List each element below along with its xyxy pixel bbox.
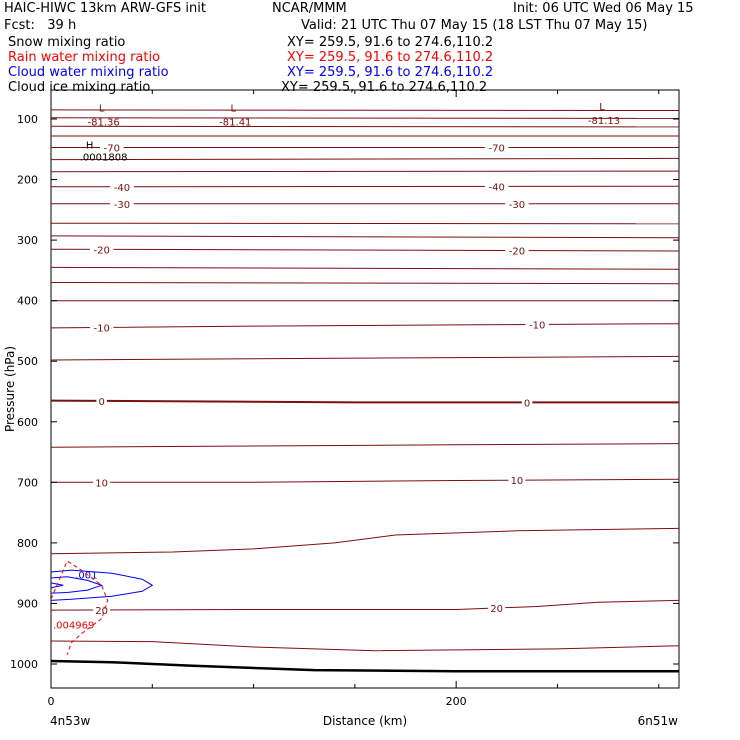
isotherm-label: -20: [93, 245, 109, 256]
plot-frame: [50, 89, 680, 689]
low-marker: L: [99, 104, 105, 115]
isotherm-line: [50, 527, 680, 555]
rain-water-label: .004969: [53, 621, 94, 632]
isotherm-label-bg: [488, 601, 506, 614]
field-label-rain: Rain water mixing ratio: [8, 50, 161, 65]
isotherm-label: -20: [509, 247, 525, 258]
isotherm-label: -10: [93, 323, 109, 334]
init-time: Init: 06 UTC Wed 06 May 15: [513, 1, 694, 16]
y-tick-label: 500: [17, 355, 38, 368]
isotherm-label-bg: [93, 476, 111, 489]
isotherm-label-bg: [484, 141, 509, 154]
isotherm-label: 20: [490, 604, 503, 615]
x-tick-label: 0: [48, 695, 55, 708]
field-xy-rain: XY= 259.5, 91.6 to 274.6,110.2: [287, 50, 494, 65]
field-label-cloud-ice: Cloud ice mixing ratio: [8, 80, 151, 95]
high-value: .0001808: [80, 152, 128, 163]
low-marker: L: [599, 102, 605, 113]
y-tick-label: 600: [17, 416, 38, 429]
terrain-line: [50, 659, 679, 673]
isotherm-label: -70: [489, 143, 505, 154]
isotherm-line: [50, 355, 680, 361]
isotherm-line: [50, 443, 680, 448]
isotherm-label-bg: [508, 474, 526, 487]
low-value: -81.41: [219, 118, 251, 129]
isotherm-label-bg: [525, 318, 549, 331]
isotherm-label-bg: [110, 180, 134, 193]
y-tick-label: 1000: [10, 658, 38, 671]
x-left-endpoint-label: 4n53w: [50, 714, 91, 728]
isotherm-line: [50, 109, 680, 111]
isotherm-label-bg: [89, 243, 114, 256]
isotherm-line: [50, 117, 680, 119]
isotherm-label-bg: [96, 394, 107, 407]
isotherm-line: [50, 640, 680, 652]
model-title: HAIC-HIWC 13km ARW-GFS init: [4, 1, 206, 16]
cloud-water-contour: [50, 582, 64, 589]
field-xy-cloud-ice: XY= 259.5, 91.6 to 274.6,110.2: [281, 80, 488, 95]
y-tick-label: 900: [17, 597, 38, 610]
isotherm-line: [50, 170, 680, 173]
isotherm-line: [51, 478, 680, 483]
high-marker: H: [86, 140, 94, 151]
y-tick-label: 200: [17, 174, 38, 187]
y-tick-label: 100: [17, 113, 38, 126]
x-right-endpoint-label: 6n51w: [638, 714, 679, 728]
cloud-water-contour: [50, 576, 104, 594]
forecast-hour: Fcst: 39 h: [4, 18, 77, 33]
isotherm-label: -70: [104, 143, 120, 154]
isotherm-label: 10: [511, 476, 524, 487]
low-value: -81.36: [88, 118, 120, 129]
rain-water-contour: [50, 560, 109, 656]
valid-time: Valid: 21 UTC Thu 07 May 15 (18 LST Thu …: [301, 18, 648, 33]
isotherm-line: [50, 248, 680, 252]
cloud-water-contour: [50, 569, 154, 601]
isotherm-label-bg: [505, 244, 529, 257]
low-marker: L: [231, 104, 237, 115]
isotherm-label: 0: [98, 397, 104, 408]
y-tick-label: 700: [17, 476, 38, 489]
y-axis-title: Pressure (hPa): [3, 346, 17, 432]
isotherm-line: [50, 235, 680, 239]
field-xy-snow: XY= 259.5, 91.6 to 274.6,110.2: [287, 35, 494, 50]
field-label-cloud-water: Cloud water mixing ratio: [8, 65, 169, 80]
isotherm-line: [50, 599, 680, 611]
field-xy-cloud-water: XY= 259.5, 91.6 to 274.6,110.2: [287, 65, 494, 80]
cloud-water-label: .001: [75, 570, 97, 581]
isotherm-line: [50, 125, 680, 128]
isotherm-label: 10: [95, 478, 108, 489]
y-tick-label: 400: [17, 295, 38, 308]
isotherm-label: -40: [114, 183, 130, 194]
x-axis-title: Distance (km): [323, 714, 407, 728]
isotherm-line: [50, 323, 680, 329]
isotherm-label-bg: [505, 197, 529, 210]
y-tick-label: 300: [17, 234, 38, 247]
organization-label: NCAR/MMM: [272, 1, 347, 16]
low-value: -81.13: [588, 116, 620, 127]
isotherm-label: -30: [114, 200, 130, 211]
isotherm-line: [50, 222, 680, 225]
isotherm-label-bg: [110, 197, 134, 210]
isotherm-label-bg: [89, 321, 114, 334]
isotherm-line: [50, 157, 680, 161]
isotherm-label: -40: [489, 182, 505, 193]
isotherm-label-bg: [484, 180, 509, 193]
isotherm-label: 0: [524, 398, 530, 409]
field-label-snow: Snow mixing ratio: [8, 35, 126, 50]
y-tick-label: 800: [17, 537, 38, 550]
isotherm-label: -10: [529, 320, 545, 331]
isotherm-line: [50, 282, 680, 285]
isotherm-label-bg: [100, 141, 124, 154]
isotherm-line: [50, 266, 680, 270]
isotherm-label-bg: [521, 396, 533, 409]
x-tick-label: 200: [446, 695, 467, 708]
isotherm-label: 20: [95, 606, 108, 617]
isotherm-label: -30: [509, 200, 525, 211]
isotherm-line: [50, 399, 679, 404]
isotherm-line: [50, 185, 680, 188]
